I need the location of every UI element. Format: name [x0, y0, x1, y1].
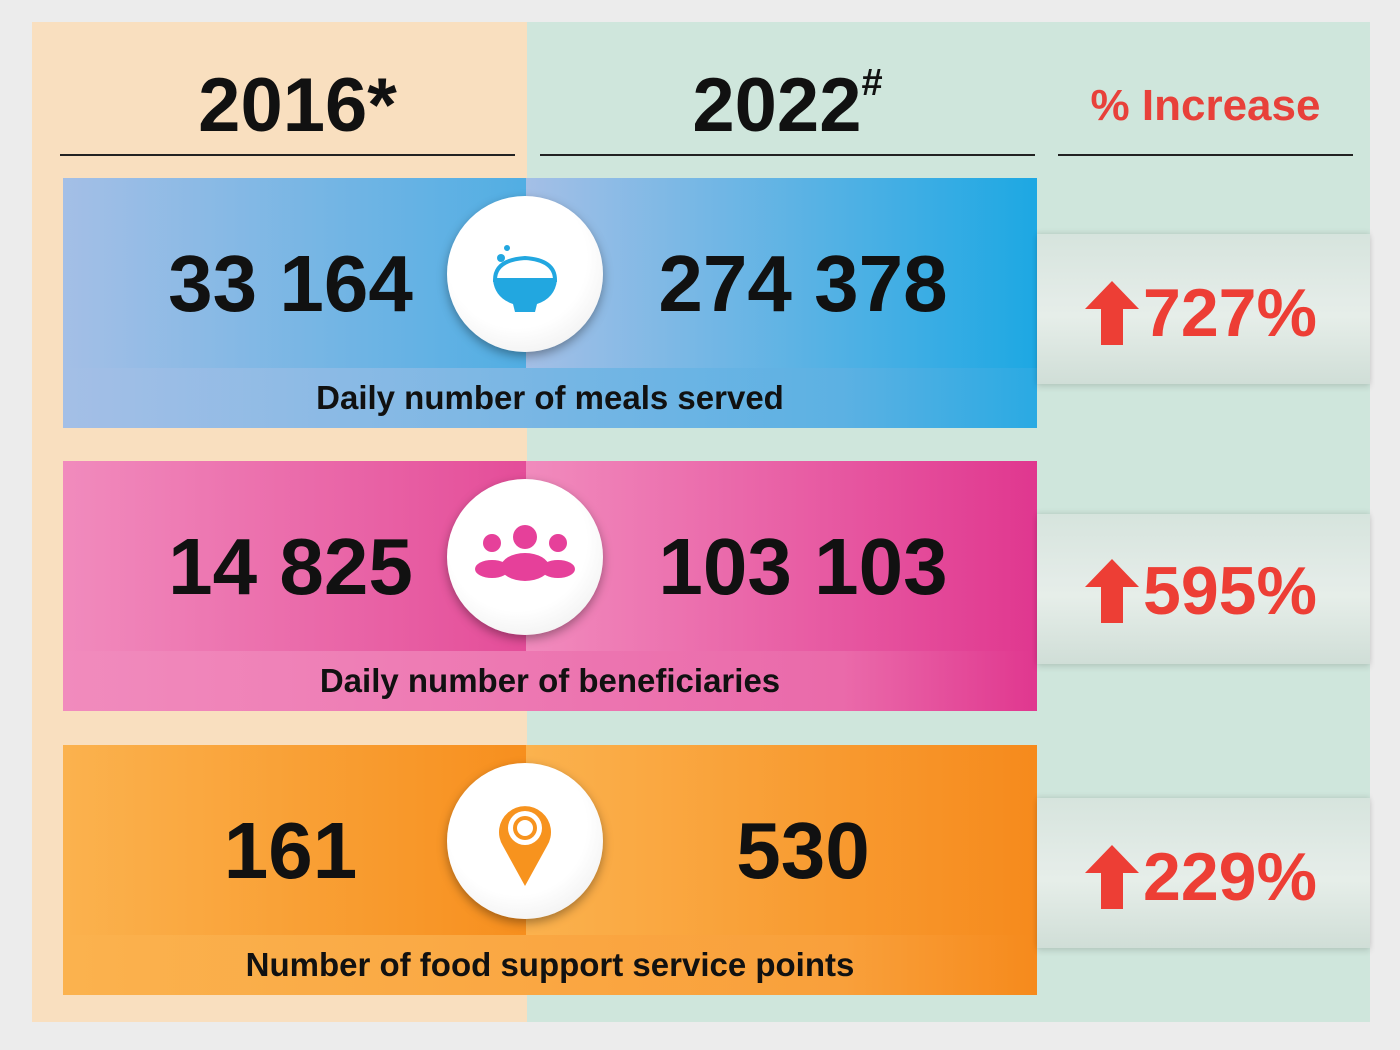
row-label: Number of food support service points: [63, 935, 1037, 995]
increase-band-beneficiaries: [1037, 514, 1370, 664]
increase-meals: 727%: [1085, 278, 1355, 348]
header-divider-2016: [60, 154, 515, 156]
increase-beneficiaries: 595%: [1085, 556, 1355, 626]
value-2016: 14 825: [168, 522, 413, 611]
value-2016: 161: [223, 806, 358, 895]
value-2022: 103 103: [658, 522, 948, 611]
people-group-icon: [447, 479, 603, 635]
header-year-2022: 2022#: [692, 62, 883, 148]
header-divider-increase: [1058, 154, 1353, 156]
row-label: Daily number of meals served: [63, 368, 1037, 428]
rice-bowl-icon: [447, 196, 603, 352]
arrow-up-icon: [1085, 845, 1139, 909]
header-year-2016: 2016*: [198, 63, 397, 148]
value-2016: 33 164: [168, 239, 413, 328]
header-percent-increase: % Increase: [1090, 81, 1321, 130]
card-meals-served: 33 164 274 378 Daily number of meals ser…: [63, 178, 1037, 428]
card-service-points: 161 530 Number of food support service p…: [63, 745, 1037, 995]
increase-service-points: 229%: [1085, 842, 1355, 912]
footnote-mark: #: [861, 62, 883, 104]
header-divider-2022: [540, 154, 1035, 156]
arrow-up-icon: [1085, 281, 1139, 345]
value-2022: 274 378: [658, 239, 948, 328]
row-label: Daily number of beneficiaries: [63, 651, 1037, 711]
location-pin-icon: [447, 763, 603, 919]
card-beneficiaries: 14 825 103 103 Daily number of beneficia…: [63, 461, 1037, 711]
value-2022: 530: [736, 806, 870, 895]
arrow-up-icon: [1085, 559, 1139, 623]
